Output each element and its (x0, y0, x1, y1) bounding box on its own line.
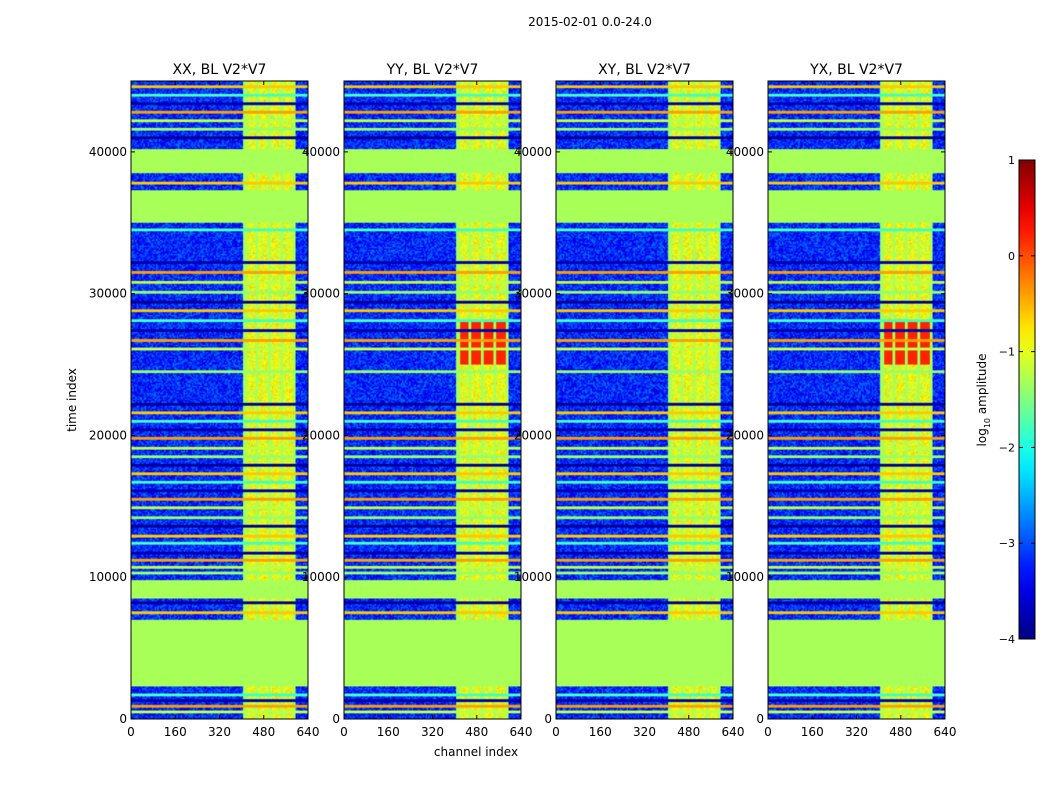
y-tick-label: 30000 (302, 287, 340, 301)
x-tick-label: 480 (465, 725, 488, 739)
y-tick-label: 20000 (726, 428, 764, 442)
figure-title: 2015-02-01 0.0-24.0 (528, 15, 652, 29)
y-tick-label: 40000 (514, 145, 552, 159)
panels-group: XX, BL V2*V7 0 160 320 480 640 0 10000 20000 3000… (89, 62, 957, 739)
panel-1: XX, BL V2*V7 0 160 320 480 640 0 10000 20000 3000… (89, 62, 320, 739)
y-axis-label: time index (65, 368, 79, 432)
x-tick-label: 480 (677, 725, 700, 739)
y-tick-label: 10000 (89, 570, 127, 584)
x-tick-label: 160 (377, 725, 400, 739)
x-tick-label: 640 (722, 725, 745, 739)
y-tick-label: 30000 (514, 287, 552, 301)
y-tick-label: 20000 (514, 428, 552, 442)
colorbar-tick-label: 1 (1008, 154, 1015, 167)
figure: 2015-02-01 0.0-24.0 XX, BL V2*V7 0 160 320 4… (0, 0, 1050, 800)
colorbar-tick-label: 0 (1008, 250, 1015, 263)
x-tick-label: 320 (208, 725, 231, 739)
colorbar-tick-label: −1 (999, 346, 1015, 359)
x-tick-label: 0 (552, 725, 560, 739)
x-tick-label: 640 (934, 725, 957, 739)
y-tick-label: 40000 (302, 145, 340, 159)
colorbar-tick-label: −4 (999, 633, 1015, 646)
y-tick-label: 40000 (726, 145, 764, 159)
y-tick-label: 20000 (302, 428, 340, 442)
heatmap-image (344, 81, 521, 719)
y-tick-label: 30000 (726, 287, 764, 301)
x-axis-label: channel index (434, 745, 518, 759)
colorbar-label: log10 amplitude (975, 354, 992, 447)
panel-2: YY, BL V2*V7 0 160 320 480 640 0 10000 20000 3000… (302, 62, 533, 739)
x-tick-label: 0 (340, 725, 348, 739)
panel-title: XX, BL V2*V7 (173, 62, 267, 78)
colorbar-tick-label: −2 (999, 441, 1015, 454)
x-tick-label: 0 (127, 725, 135, 739)
x-tick-label: 480 (889, 725, 912, 739)
y-tick-label: 0 (544, 712, 552, 726)
y-tick-label: 0 (332, 712, 340, 726)
colorbar-gradient (1019, 160, 1035, 639)
x-tick-label: 160 (801, 725, 824, 739)
panel-title: YX, BL V2*V7 (809, 62, 903, 78)
heatmap-image (556, 81, 733, 719)
y-tick-label: 10000 (726, 570, 764, 584)
x-tick-label: 480 (252, 725, 275, 739)
panel-3: XY, BL V2*V7 0 160 320 480 640 0 10000 20000 3000… (514, 62, 745, 739)
y-tick-label: 10000 (514, 570, 552, 584)
panel-title: XY, BL V2*V7 (598, 62, 691, 78)
heatmap-image (131, 81, 308, 719)
y-tick-label: 0 (756, 712, 764, 726)
panel-4: YX, BL V2*V7 0 160 320 480 640 0 10000 20000 3000… (726, 62, 957, 739)
x-tick-label: 640 (510, 725, 533, 739)
panel-title: YY, BL V2*V7 (386, 62, 479, 78)
colorbar: 1 0 −1 −2 −3 −4 (999, 154, 1035, 646)
x-tick-label: 320 (633, 725, 656, 739)
x-tick-label: 0 (764, 725, 772, 739)
y-tick-label: 40000 (89, 145, 127, 159)
y-tick-label: 0 (119, 712, 127, 726)
y-tick-label: 30000 (89, 287, 127, 301)
y-tick-label: 10000 (302, 570, 340, 584)
heatmap-image (768, 81, 945, 719)
x-tick-label: 160 (164, 725, 187, 739)
y-tick-label: 20000 (89, 428, 127, 442)
colorbar-tick-label: −3 (999, 537, 1015, 550)
x-tick-label: 160 (589, 725, 612, 739)
x-tick-label: 320 (421, 725, 444, 739)
x-tick-label: 320 (845, 725, 868, 739)
x-tick-label: 640 (297, 725, 320, 739)
